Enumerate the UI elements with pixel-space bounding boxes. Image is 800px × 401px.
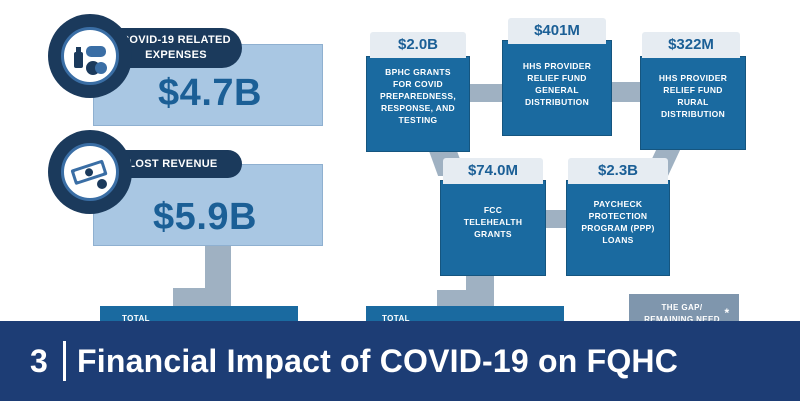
card-bphc-grants — [366, 56, 470, 152]
covid-expenses-icon-badge — [48, 14, 132, 98]
gap-asterisk: * — [724, 306, 730, 320]
gap-label-line2: REMAINING NEED — [644, 315, 720, 324]
gap-label-line1: THE GAP/ — [661, 303, 703, 312]
card-ppp-loans-text: PAYCHECK PROTECTION PROGRAM (PPP) LOANS — [581, 199, 655, 245]
connector-card4-card5 — [545, 210, 567, 228]
card-hhs-rural-amount: $322M — [642, 32, 740, 58]
section-number: 3 — [30, 343, 48, 379]
gap-box — [629, 294, 739, 324]
card-ppp-loans-amount: $2.3B — [568, 158, 668, 184]
lost-revenue-label-text: LOST REVENUE — [128, 158, 218, 170]
card-hhs-rural — [640, 56, 746, 150]
card-bphc-grants-amount: $2.0B — [370, 32, 466, 58]
section-title: Financial Impact of COVID-19 on FQHC — [77, 343, 679, 379]
covid-expenses-amount: $4.7B — [158, 72, 262, 114]
lost-revenue-amount: $5.9B — [153, 196, 257, 238]
footer-banner: 3 Financial Impact of COVID-19 on FQHC — [0, 321, 800, 401]
card-fcc-telehealth-amount: $74.0M — [443, 158, 543, 184]
right-total-label: TOTAL — [382, 314, 410, 323]
banner-divider — [63, 341, 66, 381]
left-total-label: TOTAL — [122, 314, 150, 323]
card-bphc-grants-text: BPHC GRANTS FOR COVID PREPAREDNESS, RESP… — [379, 67, 456, 125]
card-fcc-telehealth — [440, 180, 546, 276]
card-hhs-rural-text: HHS PROVIDER RELIEF FUND RURAL DISTRIBUT… — [658, 73, 728, 119]
connector-card1-card2 — [470, 84, 506, 102]
card-hhs-general-text: HHS PROVIDER RELIEF FUND GENERAL DISTRIB… — [522, 61, 592, 107]
covid-expenses-label-text: COVID-19 RELATED EXPENSES — [121, 34, 231, 61]
connector-card2-card3 — [612, 82, 642, 102]
ppe-mask-sanitizer-icon — [74, 46, 107, 75]
cash-money-icon — [70, 159, 108, 189]
lost-revenue-icon-circle — [61, 143, 119, 201]
card-fcc-telehealth-text: FCC TELEHEALTH GRANTS — [463, 205, 523, 239]
card-hhs-general-amount: $401M — [508, 18, 606, 44]
covid-expenses-icon-circle — [61, 27, 119, 85]
card-hhs-general — [502, 40, 612, 136]
lost-revenue-icon-badge — [48, 130, 132, 214]
